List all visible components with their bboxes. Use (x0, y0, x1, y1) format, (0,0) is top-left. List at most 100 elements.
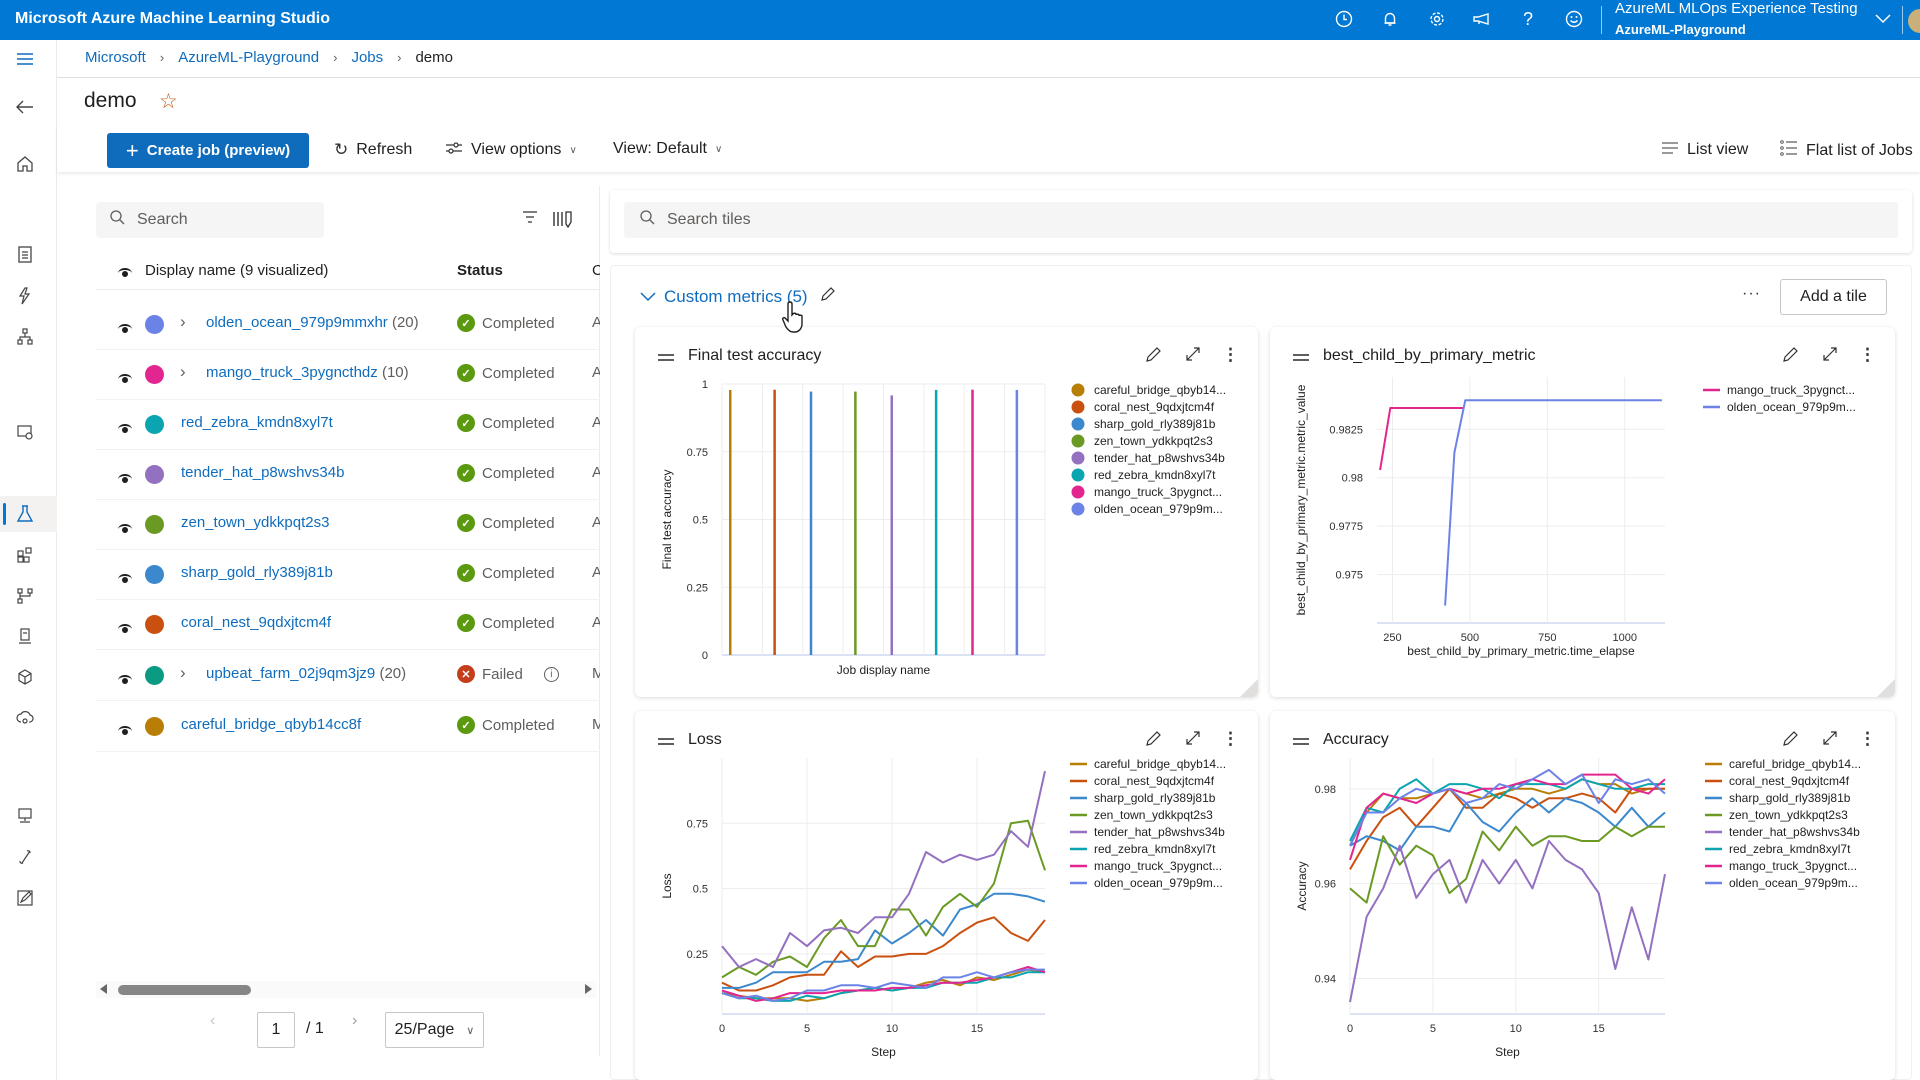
custom-metrics-header[interactable]: Custom metrics (5) (640, 286, 836, 307)
data-labeling-icon[interactable] (14, 887, 36, 909)
breadcrumb-jobs[interactable]: Jobs (351, 49, 384, 66)
scrollbar-thumb[interactable] (118, 985, 251, 995)
bar[interactable] (773, 389, 776, 655)
job-name[interactable]: upbeat_farm_02j9qm3jz9 (206, 665, 376, 682)
legend-label[interactable]: coral_nest_9qdxjtcm4f (1094, 400, 1215, 414)
series-line[interactable] (1349, 768, 1666, 847)
job-row[interactable]: careful_bridge_qbyb14cc8f ✓ Completed M (96, 702, 600, 752)
app-title[interactable]: Microsoft Azure Machine Learning Studio (15, 10, 330, 27)
column-header-status[interactable]: Status (457, 262, 503, 279)
drag-handle-icon[interactable] (658, 738, 674, 745)
job-name-link[interactable]: sharp_gold_rly389j81b (181, 564, 333, 581)
designer-icon[interactable] (14, 326, 36, 348)
bar[interactable] (729, 389, 732, 655)
linked-services-icon[interactable] (14, 846, 36, 868)
next-page-button[interactable]: › (352, 1012, 358, 1029)
tile-search-input[interactable]: Search tiles (624, 202, 1898, 238)
series-line[interactable] (721, 770, 1046, 968)
job-name[interactable]: mango_truck_3pygncthdz (206, 364, 378, 381)
expand-chevron-icon[interactable]: › (180, 362, 186, 381)
edit-columns-icon[interactable] (553, 210, 573, 233)
more-vertical-icon[interactable]: ⋮ (1222, 345, 1239, 364)
eye-icon[interactable] (118, 671, 132, 688)
column-header-display-name[interactable]: Display name (9 visualized) (145, 262, 329, 279)
chevron-down-icon[interactable] (1872, 8, 1894, 30)
series-line[interactable] (1349, 825, 1665, 904)
job-name-link[interactable]: tender_hat_p8wshvs34b (181, 464, 344, 481)
legend-label[interactable]: coral_nest_9qdxjtcm4f (1729, 774, 1850, 788)
info-icon[interactable]: i (543, 666, 559, 682)
more-vertical-icon[interactable]: ⋮ (1222, 729, 1239, 748)
eye-icon[interactable] (118, 420, 132, 437)
legend-label[interactable]: careful_bridge_qbyb14... (1094, 757, 1226, 771)
help-icon[interactable]: ? (1522, 8, 1533, 29)
resize-handle[interactable] (1877, 679, 1895, 697)
endpoints-icon[interactable] (14, 707, 36, 729)
series-color-dot[interactable] (145, 315, 164, 334)
breadcrumb-microsoft[interactable]: Microsoft (85, 49, 146, 66)
eye-icon[interactable] (118, 370, 132, 387)
legend-label[interactable]: sharp_gold_rly389j81b (1094, 417, 1216, 431)
clock-icon[interactable] (1333, 8, 1355, 30)
series-line[interactable] (1349, 778, 1665, 842)
legend-label[interactable]: red_zebra_kmdn8xyl7t (1094, 842, 1216, 856)
job-name[interactable]: coral_nest_9qdxjtcm4f (181, 614, 332, 631)
notebook-icon[interactable] (14, 243, 36, 265)
flat-list-button[interactable]: Flat list of Jobs (1780, 140, 1913, 161)
series-line[interactable] (721, 968, 1045, 1002)
create-job-button[interactable]: + Create job (preview) (107, 133, 309, 168)
legend-label[interactable]: zen_town_ydkkpqt2s3 (1729, 808, 1848, 822)
pipelines-icon[interactable] (14, 585, 36, 607)
horizontal-scrollbar[interactable] (96, 981, 596, 998)
series-line[interactable] (721, 966, 1046, 1002)
legend-label[interactable]: sharp_gold_rly389j81b (1094, 791, 1216, 805)
legend-label[interactable]: olden_ocean_979p9m... (1094, 876, 1223, 890)
eye-icon[interactable] (118, 570, 132, 587)
back-arrow-icon[interactable] (14, 96, 36, 118)
legend-label[interactable]: careful_bridge_qbyb14... (1729, 757, 1861, 771)
expand-chevron-icon[interactable]: › (180, 663, 186, 682)
gear-icon[interactable] (1426, 8, 1448, 30)
drag-handle-icon[interactable] (1293, 738, 1309, 745)
job-name[interactable]: red_zebra_kmdn8xyl7t (181, 414, 333, 431)
series-color-dot[interactable] (145, 666, 164, 685)
home-icon[interactable] (14, 153, 36, 175)
job-row[interactable]: › mango_truck_3pygncthdz (10) ✓ Completed A (96, 350, 600, 400)
legend-label[interactable]: olden_ocean_979p9m... (1727, 400, 1856, 414)
resize-handle[interactable] (1240, 679, 1258, 697)
legend-label[interactable]: zen_town_ydkkpqt2s3 (1094, 808, 1213, 822)
series-color-dot[interactable] (145, 365, 164, 384)
eye-icon[interactable] (118, 264, 132, 281)
models-cube-icon[interactable] (14, 666, 36, 688)
job-name-link[interactable]: upbeat_farm_02j9qm3jz9 (20) (206, 665, 406, 682)
list-view-button[interactable]: List view (1661, 140, 1748, 160)
environments-icon[interactable] (14, 625, 36, 647)
legend-label[interactable]: tender_hat_p8wshvs34b (1094, 451, 1225, 465)
column-header-truncated[interactable]: C (592, 262, 600, 279)
scroll-right-arrow-icon[interactable] (585, 984, 592, 994)
job-name[interactable]: careful_bridge_qbyb14cc8f (181, 716, 362, 733)
legend-label[interactable]: olden_ocean_979p9m... (1729, 876, 1858, 890)
expand-chevron-icon[interactable]: › (180, 312, 186, 331)
filter-icon[interactable] (522, 210, 538, 229)
eye-icon[interactable] (118, 520, 132, 537)
job-search-input[interactable]: Search (96, 202, 324, 238)
legend-label[interactable]: mango_truck_3pygnct... (1729, 859, 1857, 873)
breadcrumb-workspace[interactable]: AzureML-Playground (178, 49, 320, 66)
megaphone-icon[interactable] (1471, 8, 1493, 30)
favorite-star-icon[interactable]: ☆ (159, 90, 178, 113)
legend-label[interactable]: zen_town_ydkkpqt2s3 (1094, 434, 1213, 448)
job-name[interactable]: zen_town_ydkkpqt2s3 (181, 514, 330, 531)
bar[interactable] (1015, 389, 1019, 655)
bar[interactable] (809, 391, 813, 655)
job-name[interactable]: sharp_gold_rly389j81b (181, 564, 333, 581)
job-name-link[interactable]: olden_ocean_979p9mmxhr (20) (206, 314, 419, 331)
edit-pencil-icon[interactable] (820, 286, 836, 307)
job-name[interactable]: olden_ocean_979p9mmxhr (206, 314, 388, 331)
series-color-dot[interactable] (145, 415, 164, 434)
hamburger-menu-icon[interactable] (14, 48, 36, 70)
job-row[interactable]: › upbeat_farm_02j9qm3jz9 (20) ✕ Failed i M (96, 651, 600, 701)
scroll-left-arrow-icon[interactable] (100, 984, 107, 994)
eye-icon[interactable] (118, 620, 132, 637)
more-options-button[interactable]: ··· (1742, 285, 1761, 302)
